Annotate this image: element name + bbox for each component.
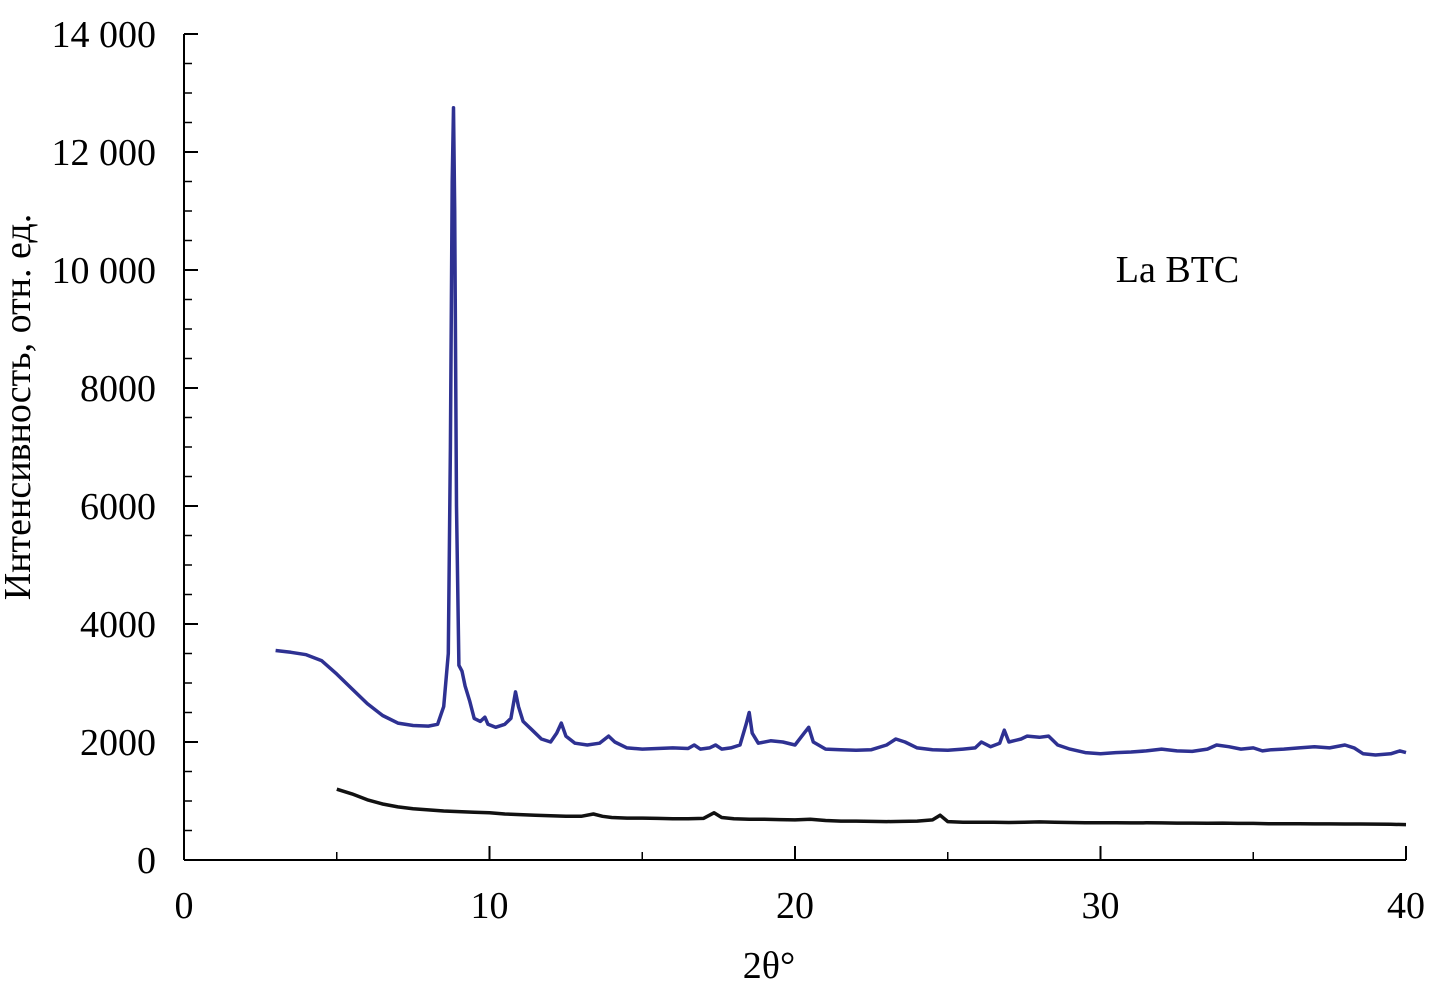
y-axis-ticks: 0 2000 4000 6000 8000 10 000 12 000 14 000 <box>52 14 198 882</box>
x-tick-label: 40 <box>1387 885 1425 927</box>
y-tick-label: 8000 <box>80 368 156 410</box>
x-tick-label: 20 <box>776 885 814 927</box>
x-tick-label: 30 <box>1082 885 1120 927</box>
y-tick-label: 2000 <box>80 722 156 764</box>
series-layer <box>275 106 1407 827</box>
x-axis-title: 2θ° <box>743 945 795 987</box>
y-tick-label: 10 000 <box>52 250 157 292</box>
x-tick-label: 0 <box>175 885 194 927</box>
x-tick-label: 10 <box>471 885 509 927</box>
y-axis-title: Интенсивность, отн. ед. <box>0 214 39 600</box>
annotation-label: La BTC <box>1116 249 1239 291</box>
x-axis-ticks: 0 10 20 30 40 <box>175 846 1425 927</box>
y-tick-label: 4000 <box>80 604 156 646</box>
y-tick-label: 14 000 <box>52 14 157 56</box>
y-tick-label: 6000 <box>80 486 156 528</box>
series-line-2 <box>336 787 1407 827</box>
series-line-1 <box>275 106 1407 757</box>
y-tick-label: 0 <box>137 840 156 882</box>
y-tick-label: 12 000 <box>52 132 157 174</box>
